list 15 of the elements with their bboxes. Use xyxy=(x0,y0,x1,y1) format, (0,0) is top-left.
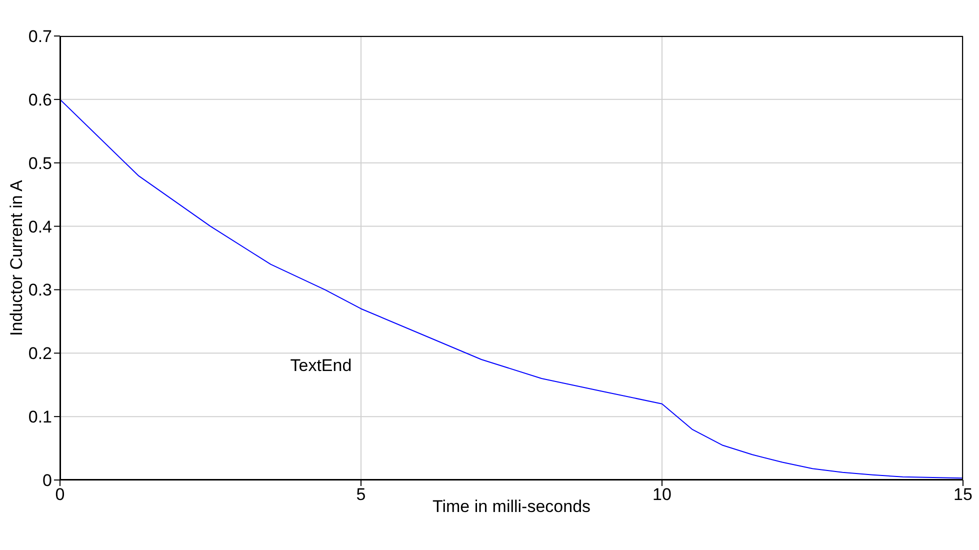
y-tick-label: 0.4 xyxy=(28,217,52,236)
y-tick-label: 0.7 xyxy=(28,27,52,46)
y-tick-label: 0 xyxy=(42,471,52,490)
y-tick-label: 0.6 xyxy=(28,90,52,110)
x-tick-label: 15 xyxy=(954,485,972,504)
x-tick-label: 0 xyxy=(55,485,65,504)
y-tick-label: 0.3 xyxy=(28,280,52,300)
annotation: TextEnd xyxy=(290,356,352,376)
y-tick-label: 0.1 xyxy=(28,408,52,427)
y-axis-title: Inductor Current in A xyxy=(7,179,26,336)
x-tick-label: 10 xyxy=(652,485,672,504)
y-tick-label: 0.5 xyxy=(28,154,52,173)
x-axis-title: Time in milli-seconds xyxy=(432,497,591,516)
y-tick-label: 0.2 xyxy=(28,344,52,364)
x-tick-label: 5 xyxy=(356,485,366,504)
